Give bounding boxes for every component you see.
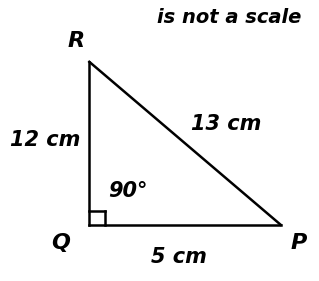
Text: Q: Q — [51, 233, 70, 253]
Text: R: R — [68, 31, 85, 51]
Text: 13 cm: 13 cm — [191, 114, 262, 134]
Text: 90°: 90° — [108, 181, 148, 201]
Text: 12 cm: 12 cm — [10, 130, 80, 151]
Text: P: P — [290, 233, 307, 253]
Text: 5 cm: 5 cm — [151, 247, 207, 267]
Text: is not a scale: is not a scale — [158, 8, 302, 28]
